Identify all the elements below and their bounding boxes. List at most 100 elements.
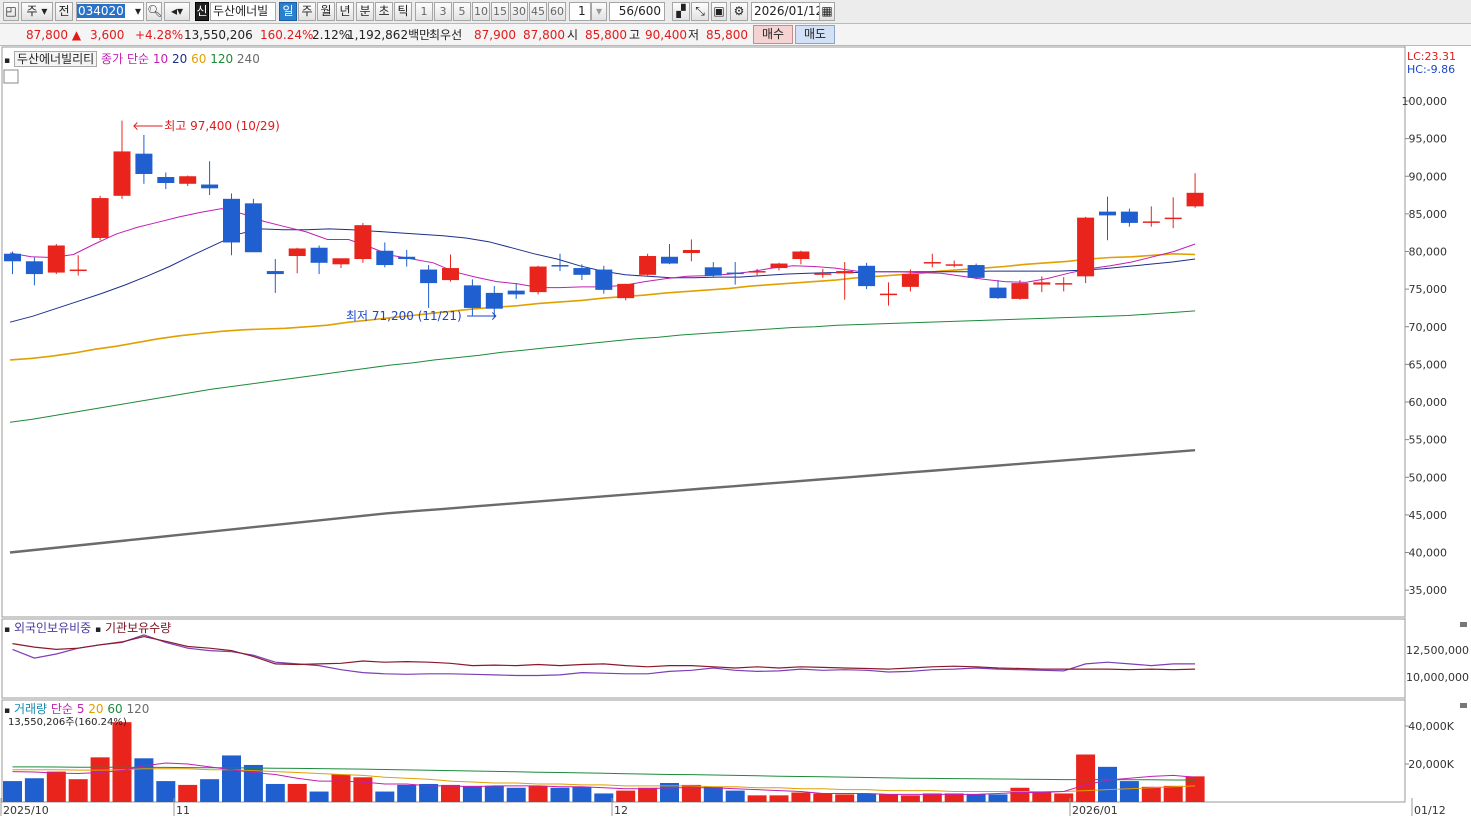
legend-toggle-icon[interactable]: ▪ — [95, 625, 102, 635]
candle — [1120, 208, 1138, 227]
candlesticks — [4, 120, 1204, 318]
volume-bar — [813, 793, 833, 802]
volume-bar — [90, 757, 110, 802]
stock-code-input[interactable]: 034020 ▾ — [76, 2, 144, 21]
candle-body — [135, 153, 153, 174]
volume-bar — [243, 764, 263, 802]
axis-labels: 100,000 95,000 90,000 85,000 80,000 75,000 70,… — [0, 95, 1469, 817]
ma-label: 종가 단순 — [101, 52, 150, 66]
tab-minute[interactable]: 분 — [356, 2, 374, 21]
candle-body — [617, 283, 635, 299]
candle-body — [310, 247, 328, 263]
interval-5[interactable]: 5 — [453, 2, 471, 21]
volume-bar — [528, 785, 548, 802]
candle-body — [880, 293, 897, 296]
buy-button[interactable]: 매수 — [753, 25, 793, 44]
ma-10-label: 10 — [152, 52, 169, 66]
tab-year[interactable]: 년 — [336, 2, 354, 21]
candle-body — [266, 271, 284, 275]
tab-day[interactable]: 일 — [279, 2, 297, 21]
turnover-rate: 2.12% — [312, 28, 351, 42]
zoom-icon[interactable]: ▞ — [672, 2, 690, 21]
period-type-value: 주 — [26, 4, 38, 18]
candle — [704, 262, 722, 278]
y-tick-label: 55,000 — [1409, 434, 1448, 447]
legend-toggle-icon[interactable]: ▪ — [4, 56, 11, 66]
volume-bar — [68, 779, 88, 802]
candle-body — [244, 203, 262, 253]
candle — [310, 245, 328, 275]
stock-chart[interactable]: 100,000 95,000 90,000 85,000 80,000 75,000 70,… — [0, 46, 1471, 818]
stock-label[interactable]: 두산에너빌리티 — [13, 51, 98, 67]
interval-10[interactable]: 10 — [472, 2, 490, 21]
interval-15[interactable]: 15 — [491, 2, 509, 21]
interval-60[interactable]: 60 — [548, 2, 566, 21]
candle — [748, 268, 766, 277]
candle — [332, 258, 350, 269]
unit-dropdown-icon[interactable]: ▾ — [591, 2, 607, 21]
volume-bar — [900, 795, 920, 802]
candle-body — [463, 285, 481, 308]
volume-bars — [3, 722, 1205, 802]
tab-tick[interactable]: 틱 — [394, 2, 412, 21]
candle-body — [770, 263, 788, 269]
candle — [682, 239, 700, 262]
panel-toggle-icon — [1460, 622, 1467, 627]
calendar-icon[interactable]: ▦ — [819, 2, 835, 21]
candle-body — [1142, 221, 1160, 223]
interval-45[interactable]: 45 — [529, 2, 547, 21]
sell-button[interactable]: 매도 — [795, 25, 835, 44]
candle-body — [69, 269, 87, 272]
hc-value: HC:-9.86 — [1407, 63, 1456, 76]
x-tick-label: 11 — [176, 804, 190, 817]
unit-input[interactable]: 1 — [569, 2, 591, 21]
candle-body — [945, 264, 963, 266]
candle-body — [1011, 283, 1029, 299]
save-icon[interactable]: ▣ — [711, 2, 727, 21]
vol-ma-5-line — [12, 762, 1196, 795]
stock-name-field[interactable]: 두산에너빌 — [210, 2, 276, 21]
candle-body — [923, 262, 941, 264]
candle — [25, 257, 43, 286]
draw-tool-icon[interactable]: ⤡ — [691, 2, 709, 21]
candle — [770, 262, 788, 271]
speaker-icon[interactable]: ◂▾ — [164, 2, 190, 21]
foreign-ratio-line — [12, 634, 1196, 677]
legend-toggle-icon[interactable]: ▪ — [4, 706, 11, 716]
candle — [288, 247, 306, 274]
volume-bar — [222, 755, 241, 802]
interval-3[interactable]: 3 — [434, 2, 452, 21]
candle — [463, 279, 481, 316]
scope-button[interactable]: 전 — [55, 2, 73, 21]
ma-60-label: 60 — [191, 52, 207, 66]
candle — [639, 253, 657, 276]
candle — [880, 282, 897, 306]
legend-toggle-icon[interactable]: ▪ — [4, 625, 11, 635]
volume-bar — [1163, 785, 1183, 802]
volume-y-tick-label: 40,000K — [1408, 720, 1454, 733]
tab-month[interactable]: 월 — [317, 2, 335, 21]
count-input[interactable]: 56/600 — [609, 2, 665, 21]
gear-icon[interactable]: ⚙ — [730, 2, 748, 21]
candle-body — [639, 256, 657, 275]
candle-body — [398, 256, 416, 260]
best-price-label: 최우선 — [429, 28, 463, 42]
y-tick-label: 95,000 — [1409, 133, 1448, 146]
date-input[interactable]: 2026/01/12 — [751, 2, 821, 21]
candle-body — [1120, 211, 1138, 223]
volume-bar — [46, 771, 66, 802]
candle — [1077, 216, 1095, 284]
tab-week[interactable]: 주 — [298, 2, 316, 21]
interval-1[interactable]: 1 — [415, 2, 433, 21]
volume-info: 13,550,206주(160.24%) — [8, 717, 127, 728]
tab-second[interactable]: 초 — [375, 2, 393, 21]
volume-label: 거래량 — [13, 702, 48, 716]
period-type-select[interactable]: 주 ▾ — [21, 2, 53, 21]
settings-icon[interactable]: ◰ — [3, 2, 19, 21]
interval-30[interactable]: 30 — [510, 2, 528, 21]
candle — [661, 243, 678, 265]
institution-label: 기관보유수량 — [104, 621, 172, 635]
search-icon[interactable]: 🔍︎ — [146, 2, 162, 21]
volume-bar — [791, 792, 811, 802]
candle — [266, 259, 284, 293]
